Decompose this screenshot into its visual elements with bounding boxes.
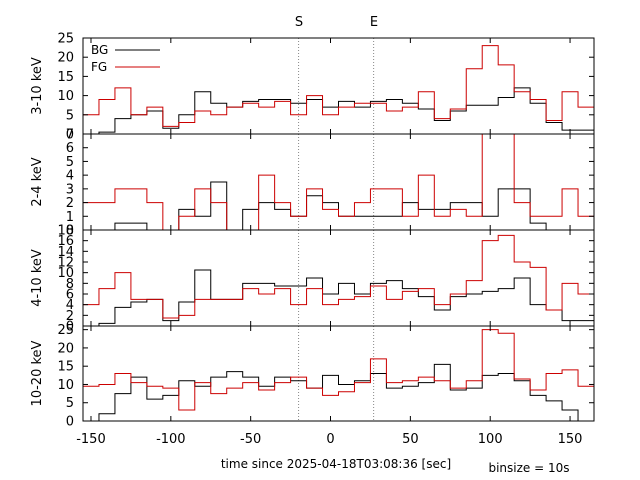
- panel-frame: [82, 325, 595, 422]
- y-tick-label: 25: [57, 32, 74, 47]
- y-tick-label: 18: [57, 224, 74, 239]
- x-tick-label: 50: [402, 432, 419, 447]
- series-bg-step-line: [83, 181, 594, 230]
- bin-size-label: binsize = 10s: [488, 461, 569, 475]
- x-tick-label: -150: [76, 432, 106, 447]
- panel-frame: [82, 37, 595, 135]
- y-tick-label: 25: [57, 323, 74, 338]
- y-tick-label: 20: [57, 341, 74, 356]
- y-tick-label: 15: [57, 70, 74, 85]
- y-tick-label: 10: [57, 266, 74, 281]
- y-tick-label: 12: [57, 256, 74, 271]
- y-tick-label: 6: [66, 141, 74, 156]
- panel-1: 0 5 10 15 20 25 3-10 keV: [30, 32, 595, 143]
- y-tick-label: 10: [57, 378, 74, 393]
- y-tick-label: 20: [57, 51, 74, 66]
- y-tick-label: 4: [66, 169, 74, 184]
- series-fg-step-line: [83, 329, 594, 411]
- y-tick-label: 15: [57, 360, 74, 375]
- y-axis-title: 4-10 keV: [30, 249, 45, 307]
- legend-label-bg: BG: [91, 43, 108, 57]
- x-tick-label: 150: [558, 432, 583, 447]
- x-tick-label: -50: [240, 432, 261, 447]
- series-fg-step-line: [83, 45, 594, 127]
- y-tick-label: 0: [66, 224, 74, 239]
- y-tick-label: 0: [66, 128, 74, 143]
- y-tick-label: 6: [66, 288, 74, 303]
- x-tick-label: -100: [156, 432, 186, 447]
- legend: BG FG: [91, 43, 160, 74]
- x-tick-label: 0: [326, 432, 334, 447]
- y-tick-label: 7: [66, 128, 74, 143]
- y-tick-label: 5: [66, 396, 74, 411]
- x-tick-label: 100: [478, 432, 503, 447]
- marker-labels: S E: [295, 15, 378, 30]
- y-tick-label: 1: [66, 210, 74, 225]
- y-tick-label: 2: [66, 196, 74, 211]
- y-tick-label: 14: [57, 245, 74, 260]
- y-axis-title: 3-10 keV: [30, 57, 45, 115]
- y-tick-label: 8: [66, 277, 74, 292]
- series-bg-step-line: [83, 269, 594, 326]
- panel-4: 0 5 10 15 20 25 10-20 keV: [30, 323, 595, 430]
- x-axis-title: time since 2025-04-18T03:08:36 [sec]: [221, 457, 451, 471]
- marker-label-start: S: [295, 15, 303, 30]
- y-tick-label: 3: [66, 182, 74, 197]
- y-axis-title: 2-4 keV: [30, 157, 45, 206]
- y-tick-label: 0: [66, 320, 74, 335]
- y-axis-title: 10-20 keV: [30, 340, 45, 406]
- marker-label-end: E: [370, 15, 378, 30]
- y-tick-label: 5: [66, 108, 74, 123]
- series-bg-step-line: [83, 363, 594, 421]
- y-tick-label: 16: [57, 234, 74, 249]
- y-tick-label: 4: [66, 298, 74, 313]
- y-tick-label: 10: [57, 89, 74, 104]
- y-tick-label: 0: [66, 415, 74, 430]
- series-fg-step-line: [83, 134, 594, 230]
- y-tick-label: 5: [66, 155, 74, 170]
- y-tick-label: 2: [66, 309, 74, 324]
- legend-label-fg: FG: [91, 60, 107, 74]
- series-fg-step-line: [83, 234, 594, 319]
